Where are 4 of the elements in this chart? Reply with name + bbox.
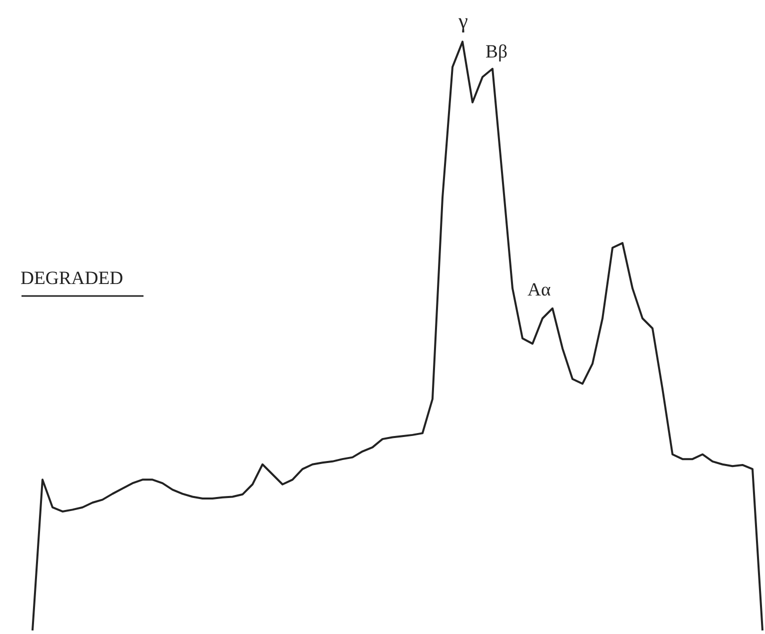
text: γ bbox=[458, 8, 468, 33]
annotation: Bβ bbox=[486, 41, 508, 62]
annotation: Aα bbox=[528, 280, 551, 301]
annotation: DEGRADED bbox=[20, 268, 124, 289]
